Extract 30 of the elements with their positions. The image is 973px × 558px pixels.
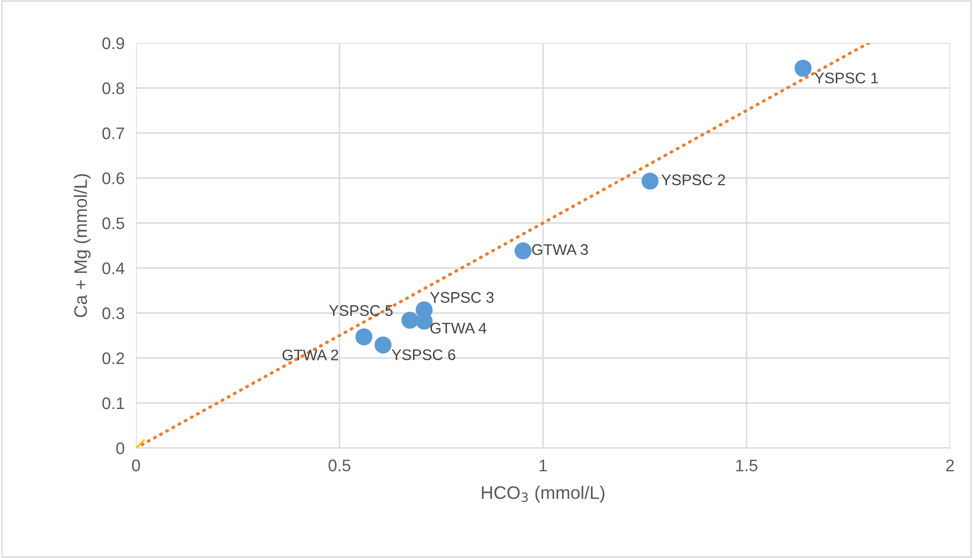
data-label: GTWA 3 — [532, 244, 588, 255]
data-label: YSPSC 6 — [392, 349, 456, 360]
y-tick-label: 0.9 — [102, 37, 124, 50]
y-tick-label: 0.4 — [102, 262, 124, 274]
data-label: YSPSC 3 — [430, 292, 494, 303]
point — [401, 312, 418, 329]
data-label: GTWA 4 — [430, 322, 486, 334]
y-tick-label: 0.8 — [102, 82, 124, 94]
x-tick-label: 0 — [132, 460, 140, 472]
point — [355, 328, 372, 346]
point — [514, 242, 532, 260]
y-tick-label: 0.6 — [102, 172, 124, 184]
y-tick-label: 0 — [116, 442, 124, 454]
data-label: YSPSC 1 — [814, 72, 878, 84]
y-tick-label: 0.2 — [102, 352, 124, 364]
y-axis-title: Ca + Mg (mmol/L) — [74, 174, 91, 318]
y-tick-label: 0.5 — [102, 217, 124, 230]
y-tick-label: 0.3 — [102, 307, 124, 320]
data-label: YSPSC 5 — [329, 305, 393, 316]
x-tick-label: 2 — [946, 460, 954, 472]
point — [374, 336, 392, 354]
y-tick-label: 0.1 — [102, 397, 124, 410]
x-axis-title: HCO$_{3}$ (mmol/L) — [482, 486, 604, 503]
x-tick-label: 1.5 — [736, 460, 758, 472]
point — [642, 172, 659, 190]
y-tick-label: 0.7 — [102, 127, 124, 140]
x-tick-label: 1 — [540, 460, 547, 472]
data-label: YSPSC 2 — [661, 174, 725, 186]
point — [794, 60, 812, 77]
x-tick-label: 0.5 — [328, 460, 350, 472]
